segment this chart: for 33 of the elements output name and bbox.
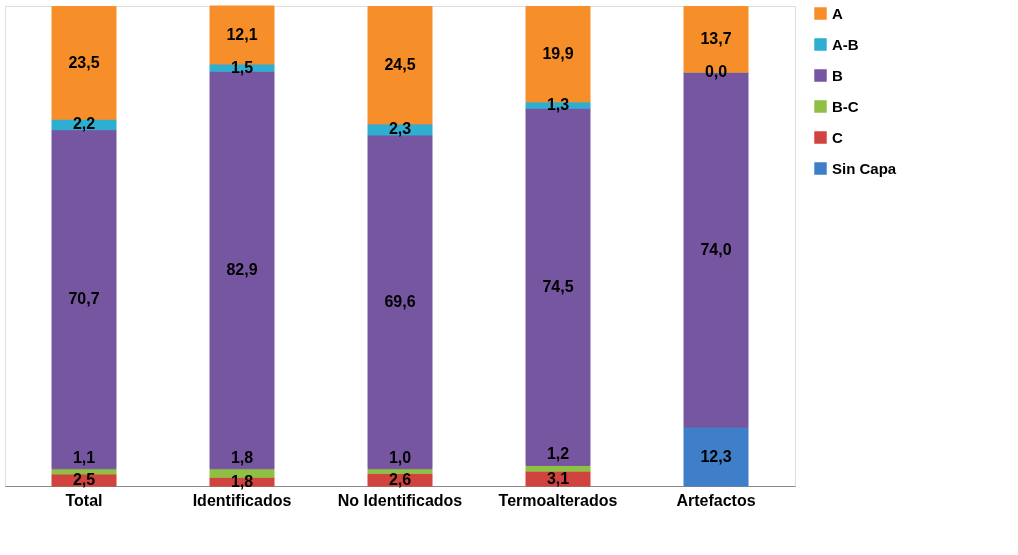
x-tick-label: Artefactos	[676, 491, 756, 509]
data-label: 23,5	[68, 53, 100, 71]
data-label: 13,7	[700, 30, 732, 48]
x-tick-label: Identificados	[192, 491, 292, 509]
data-label: 82,9	[226, 260, 258, 278]
data-label: 1,0	[388, 448, 412, 466]
data-label: 2,5	[72, 471, 96, 489]
data-label: 0,0	[704, 63, 728, 81]
data-label: 69,6	[384, 292, 416, 310]
data-label: 24,5	[384, 56, 416, 74]
data-label: 2,6	[388, 470, 412, 488]
data-label: 3,1	[546, 469, 570, 487]
legend-label: A-B	[832, 35, 859, 53]
data-label: 12,3	[700, 447, 732, 465]
legend-label: B-C	[832, 97, 859, 115]
data-label: 2,2	[72, 115, 96, 133]
data-label: 70,7	[68, 290, 100, 308]
data-label: 74,0	[700, 240, 732, 258]
data-label: 1,8	[230, 472, 254, 490]
legend-label: Sin Capa	[832, 159, 897, 177]
data-label: 1,2	[546, 445, 570, 463]
legend-label: A	[832, 4, 843, 22]
data-label: 2,3	[388, 120, 412, 138]
x-tick-label: Total	[65, 491, 103, 509]
data-label: 12,1	[226, 26, 258, 44]
data-label: 19,9	[542, 45, 574, 63]
data-label: 1,1	[72, 448, 96, 466]
x-tick-label: Termoalterados	[498, 491, 618, 509]
x-tick-label: No Identificados	[337, 491, 463, 509]
legend-label: C	[832, 128, 843, 146]
legend-label: B	[832, 66, 843, 84]
data-label: 1,8	[230, 448, 254, 466]
data-label: 74,5	[542, 277, 574, 295]
